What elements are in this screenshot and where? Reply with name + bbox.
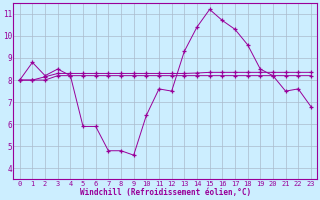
X-axis label: Windchill (Refroidissement éolien,°C): Windchill (Refroidissement éolien,°C) [80,188,251,197]
